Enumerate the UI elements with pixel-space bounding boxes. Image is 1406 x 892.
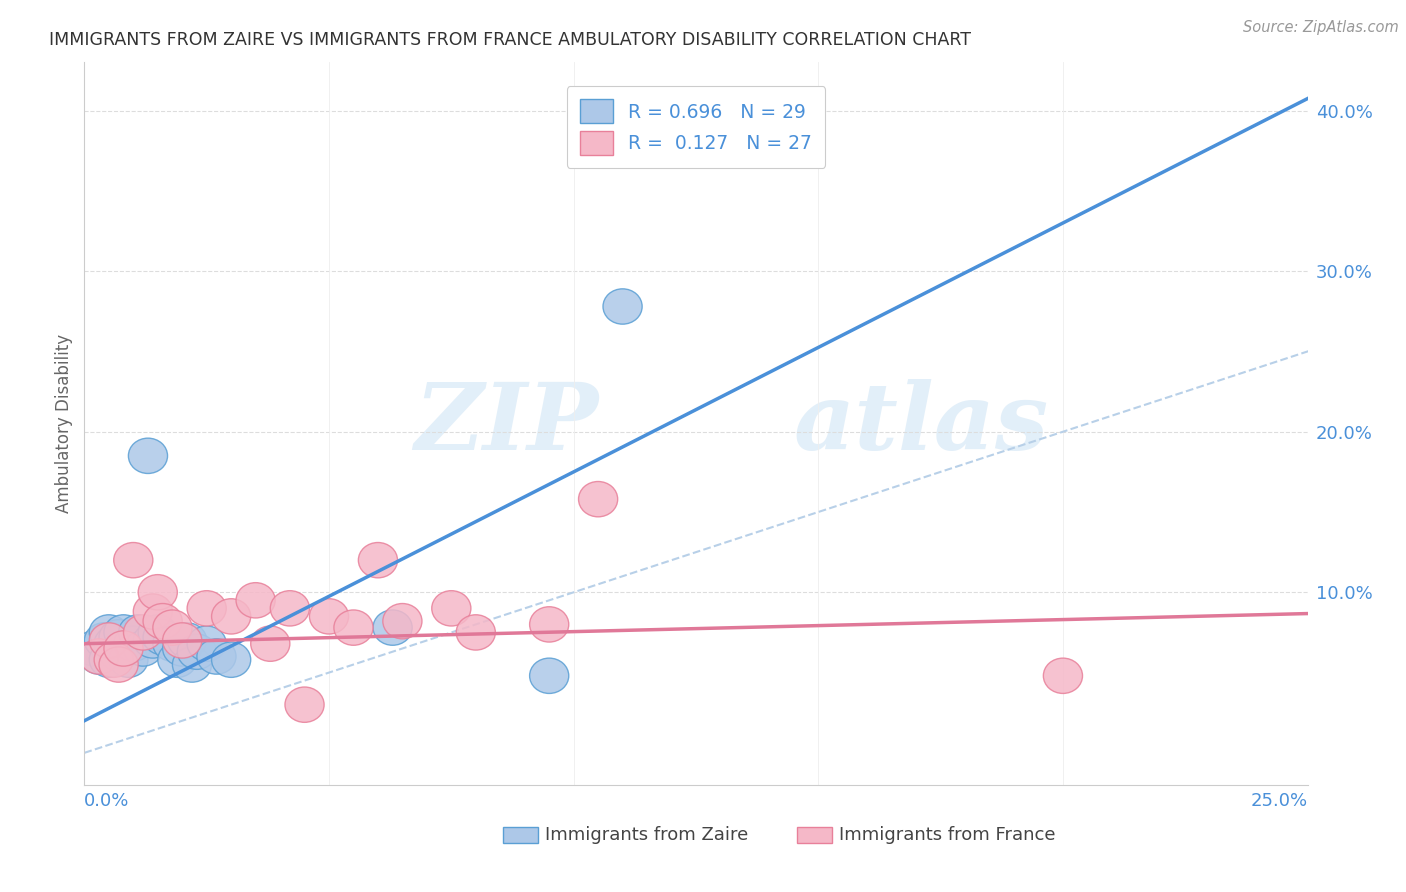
Ellipse shape bbox=[211, 642, 250, 677]
Ellipse shape bbox=[124, 615, 163, 650]
Ellipse shape bbox=[603, 289, 643, 324]
Ellipse shape bbox=[285, 687, 325, 723]
Ellipse shape bbox=[138, 615, 177, 650]
Ellipse shape bbox=[89, 642, 128, 677]
Ellipse shape bbox=[187, 591, 226, 626]
Ellipse shape bbox=[143, 604, 183, 639]
Ellipse shape bbox=[114, 542, 153, 578]
Ellipse shape bbox=[104, 631, 143, 666]
Ellipse shape bbox=[530, 658, 569, 693]
Text: ZIP: ZIP bbox=[413, 379, 598, 468]
Text: 0.0%: 0.0% bbox=[84, 792, 129, 810]
Ellipse shape bbox=[173, 647, 211, 682]
Ellipse shape bbox=[382, 604, 422, 639]
Text: atlas: atlas bbox=[794, 379, 1049, 468]
Ellipse shape bbox=[163, 623, 202, 658]
Text: Immigrants from Zaire: Immigrants from Zaire bbox=[544, 826, 748, 844]
Ellipse shape bbox=[1043, 658, 1083, 693]
Ellipse shape bbox=[163, 631, 202, 666]
Ellipse shape bbox=[250, 626, 290, 661]
Ellipse shape bbox=[211, 599, 250, 634]
Ellipse shape bbox=[177, 634, 217, 669]
Ellipse shape bbox=[236, 582, 276, 618]
Ellipse shape bbox=[187, 626, 226, 661]
Text: Immigrants from France: Immigrants from France bbox=[839, 826, 1056, 844]
Ellipse shape bbox=[75, 631, 114, 666]
Text: IMMIGRANTS FROM ZAIRE VS IMMIGRANTS FROM FRANCE AMBULATORY DISABILITY CORRELATIO: IMMIGRANTS FROM ZAIRE VS IMMIGRANTS FROM… bbox=[49, 31, 972, 49]
Ellipse shape bbox=[108, 642, 148, 677]
Ellipse shape bbox=[270, 591, 309, 626]
Ellipse shape bbox=[124, 631, 163, 666]
Ellipse shape bbox=[333, 610, 373, 645]
Legend: R = 0.696   N = 29, R =  0.127   N = 27: R = 0.696 N = 29, R = 0.127 N = 27 bbox=[567, 87, 825, 169]
Ellipse shape bbox=[197, 639, 236, 674]
Ellipse shape bbox=[153, 626, 193, 661]
Ellipse shape bbox=[153, 610, 193, 645]
Ellipse shape bbox=[167, 623, 207, 658]
Ellipse shape bbox=[456, 615, 495, 650]
Ellipse shape bbox=[94, 642, 134, 677]
Ellipse shape bbox=[143, 620, 183, 655]
Ellipse shape bbox=[98, 636, 138, 671]
Ellipse shape bbox=[84, 623, 124, 658]
Ellipse shape bbox=[114, 626, 153, 661]
Ellipse shape bbox=[104, 615, 143, 650]
Ellipse shape bbox=[118, 615, 157, 650]
Text: Source: ZipAtlas.com: Source: ZipAtlas.com bbox=[1243, 20, 1399, 35]
Ellipse shape bbox=[373, 610, 412, 645]
Text: 25.0%: 25.0% bbox=[1250, 792, 1308, 810]
Ellipse shape bbox=[138, 574, 177, 610]
Ellipse shape bbox=[98, 647, 138, 682]
Ellipse shape bbox=[309, 599, 349, 634]
Ellipse shape bbox=[98, 620, 138, 655]
Ellipse shape bbox=[89, 615, 128, 650]
Y-axis label: Ambulatory Disability: Ambulatory Disability bbox=[55, 334, 73, 513]
Ellipse shape bbox=[80, 639, 118, 674]
Ellipse shape bbox=[134, 594, 173, 629]
Ellipse shape bbox=[128, 438, 167, 474]
Ellipse shape bbox=[530, 607, 569, 642]
Ellipse shape bbox=[89, 623, 128, 658]
Ellipse shape bbox=[80, 639, 118, 674]
Ellipse shape bbox=[134, 623, 173, 658]
Ellipse shape bbox=[578, 482, 617, 516]
Ellipse shape bbox=[157, 642, 197, 677]
Ellipse shape bbox=[432, 591, 471, 626]
Ellipse shape bbox=[94, 626, 134, 661]
Ellipse shape bbox=[359, 542, 398, 578]
